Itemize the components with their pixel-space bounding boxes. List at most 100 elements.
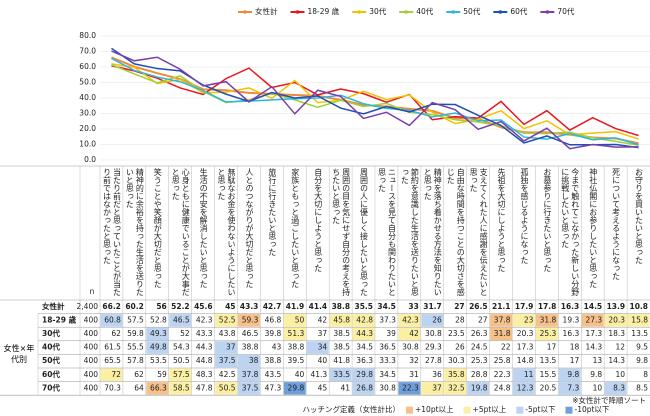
column-header-box: 自分を大切にしようと思った [313, 168, 323, 272]
cell-value: 40 [318, 356, 328, 365]
cell-fill [238, 354, 260, 368]
n-header: n [90, 287, 95, 296]
cell-fill [581, 314, 604, 327]
cell-fill [604, 314, 627, 327]
y-tick-label: 60.0 [79, 62, 96, 71]
row-label: 70代 [42, 382, 60, 392]
cell-fill [146, 327, 169, 341]
cell-value: 44.8 [196, 356, 213, 365]
cell-value: 39 [386, 329, 396, 338]
cell-value: 31.8 [494, 329, 511, 338]
cell-value: 62 [111, 329, 121, 338]
row-label: 18-29 歳 [42, 314, 77, 324]
cell-value: 66.3 [150, 383, 167, 392]
cell-fill [627, 314, 650, 327]
cell-value: 25.3 [540, 329, 557, 338]
cell-value: 10 [593, 383, 603, 392]
column-header-box: 旅行に行きたいと思った [268, 168, 277, 256]
cell-value: 9.5 [636, 343, 648, 352]
column-header: 精神的に余裕を持った生活を送りたいと思った [125, 168, 145, 296]
hatch-swatch [406, 406, 413, 414]
cell-fill [604, 382, 627, 395]
cell-fill [352, 327, 375, 341]
footer-note: ※女性計で降順ソート [572, 395, 646, 405]
cell-value: 25.8 [494, 356, 511, 365]
cell-value: 33.5 [333, 370, 350, 379]
cell-value: 17.3 [517, 343, 534, 352]
column-header: 節約を意識した生活を送りたいと思った [400, 168, 420, 296]
column-header: 自分を大切にしようと思った [313, 168, 323, 272]
cell-value: 37 [226, 343, 236, 352]
row-n: 400 [84, 370, 99, 379]
cell-value: 17.9 [515, 302, 534, 311]
cell-fill [490, 327, 512, 341]
column-header: 死について考えるようになった [611, 168, 621, 280]
cell-fill [490, 314, 512, 327]
cell-value: 56 [156, 302, 166, 311]
column-header: 精神を落ち着かせる方法を知りたいと思った [423, 168, 443, 296]
cell-fill [352, 314, 375, 327]
cell-fill [421, 314, 444, 327]
cell-fill [100, 314, 123, 327]
y-tick-label: 30.0 [79, 109, 96, 118]
cell-value: 46.5 [173, 315, 190, 324]
cell-value: 33.3 [379, 356, 396, 365]
cell-value: 15.8 [631, 315, 648, 324]
cell-value: 52.2 [171, 302, 190, 311]
cell-value: 40 [295, 370, 305, 379]
hatch-label: +10pt以上 [415, 405, 454, 414]
cell-value: 22.3 [402, 383, 419, 392]
cell-value: 54.3 [173, 343, 190, 352]
cell-fill [467, 382, 490, 395]
y-tick-label: 40.0 [79, 93, 96, 102]
cell-value: 43.3 [240, 302, 259, 311]
series-line [111, 63, 639, 140]
column-header-box: 家族ともっと過ごしたいと思った [291, 168, 300, 288]
cell-fill [100, 368, 123, 382]
cell-fill [558, 382, 581, 395]
cell-value: 49.8 [150, 343, 167, 352]
y-tick-label: 20.0 [79, 124, 96, 133]
series-line [111, 57, 639, 146]
cell-fill [398, 327, 421, 341]
cell-value: 7.3 [567, 383, 579, 392]
cell-value: 37 [318, 329, 328, 338]
cell-value: 20.5 [540, 383, 557, 392]
cell-value: 65.5 [104, 356, 121, 365]
cell-value: 13.5 [540, 356, 557, 365]
cell-value: 38 [249, 356, 259, 365]
column-header: 自由な時間を持つことの大切さを感じた [446, 168, 466, 296]
row-label: 60代 [42, 369, 60, 379]
column-header-box: 支えてくれた人に感謝を伝えたいと思った [469, 168, 488, 296]
cell-value: 70.3 [104, 383, 121, 392]
cell-value: 42.5 [219, 370, 236, 379]
cell-fill [535, 314, 558, 327]
cell-value: 10 [616, 370, 626, 379]
cell-fill [238, 368, 260, 382]
cell-fill [329, 314, 352, 327]
cell-value: 22 [501, 343, 511, 352]
cell-value: 29.3 [425, 343, 442, 352]
cell-value: 45.8 [333, 315, 350, 324]
cell-value: 22.3 [494, 370, 511, 379]
column-header: 周囲の人に優しく接したいと思った [359, 168, 369, 296]
cell-value: 18 [570, 343, 580, 352]
y-tick-label: 0.0 [84, 155, 96, 164]
cell-value: 14.3 [585, 343, 602, 352]
column-header-box: 精神的に余裕を持った生活を送りたいと思った [125, 168, 145, 296]
cell-fill [306, 341, 329, 354]
cell-value: 17 [570, 356, 580, 365]
column-header: 笑うことや笑顔が大切だと思った [153, 168, 163, 288]
cell-value: 42.8 [356, 315, 373, 324]
cell-value: 13.9 [607, 302, 626, 311]
cell-value: 35.5 [354, 302, 373, 311]
cell-value: 41.4 [309, 302, 328, 311]
cell-value: 34.5 [379, 370, 396, 379]
cell-value: 45.6 [194, 302, 213, 311]
cell-value: 47.8 [196, 383, 213, 392]
cell-fill [421, 382, 444, 395]
legend-label: 70代 [557, 6, 575, 16]
column-header-box: お墓参りに行きたいと思った [543, 168, 552, 272]
cell-value: 26 [455, 343, 465, 352]
cell-value: 60.2 [125, 302, 144, 311]
